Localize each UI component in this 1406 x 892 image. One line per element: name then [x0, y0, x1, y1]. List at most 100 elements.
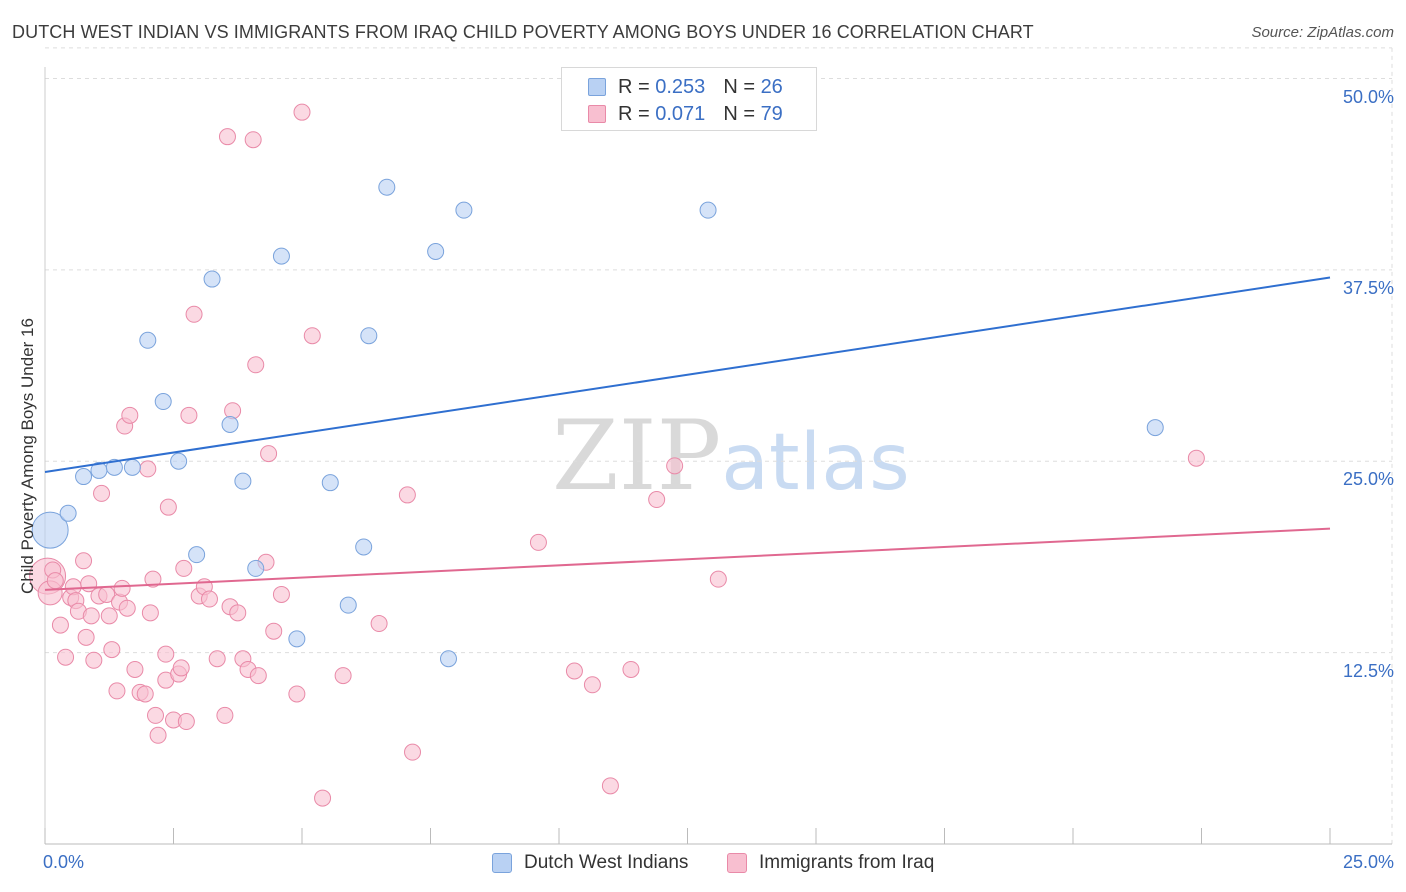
point-dutch-west-indian — [272, 247, 290, 265]
point-immigrant-from-iraq — [229, 604, 247, 622]
watermark-atlas: atlas — [721, 418, 910, 508]
y-tick-label: 50.0% — [1342, 87, 1394, 107]
point-immigrant-from-iraq — [100, 607, 118, 625]
trend-line-dutch-west-indians — [44, 276, 1331, 473]
legend-swatch-blue — [492, 853, 512, 873]
point-immigrant-from-iraq — [648, 491, 666, 509]
point-dutch-west-indian — [123, 458, 141, 476]
legend-r-label: R = — [618, 75, 650, 98]
legend-item-dutch-west-indians: Dutch West Indians — [492, 852, 688, 874]
point-dutch-west-indian — [355, 538, 373, 556]
point-dutch-west-indian — [378, 178, 396, 196]
point-immigrant-from-iraq — [208, 650, 226, 668]
legend-n-value: 26 — [760, 75, 783, 98]
point-immigrant-from-iraq — [136, 685, 154, 703]
point-immigrant-from-iraq — [141, 604, 159, 622]
point-dutch-west-indian — [427, 243, 445, 261]
point-immigrant-from-iraq — [121, 406, 139, 424]
point-immigrant-from-iraq — [93, 484, 111, 502]
legend-swatch-blue — [588, 78, 606, 96]
point-dutch-west-indian — [288, 630, 306, 648]
y-tick-label: 12.5% — [1342, 661, 1394, 681]
point-immigrant-from-iraq — [57, 648, 75, 666]
point-dutch-west-indian — [699, 201, 717, 219]
legend-swatch-pink — [588, 105, 606, 123]
legend-item-immigrants-from-iraq: Immigrants from Iraq — [727, 852, 934, 874]
point-immigrant-from-iraq — [709, 570, 727, 588]
point-dutch-west-indian — [247, 559, 265, 577]
legend-label: Immigrants from Iraq — [759, 852, 935, 873]
source-credit: Source: ZipAtlas.com — [1251, 24, 1394, 41]
point-dutch-west-indian — [360, 327, 378, 345]
gridlines — [45, 47, 1393, 844]
point-dutch-west-indian — [154, 393, 172, 411]
point-immigrant-from-iraq — [622, 660, 640, 678]
point-immigrant-from-iraq — [177, 713, 195, 731]
point-immigrant-from-iraq — [601, 777, 619, 795]
point-immigrant-from-iraq — [75, 552, 93, 570]
point-dutch-west-indian — [59, 504, 77, 522]
point-immigrant-from-iraq — [529, 533, 547, 551]
point-immigrant-from-iraq — [404, 743, 422, 761]
point-dutch-west-indian — [234, 472, 252, 490]
x-tick-label: 0.0% — [43, 852, 85, 872]
point-immigrant-from-iraq — [185, 305, 203, 323]
trend-lines — [44, 276, 1331, 591]
point-immigrant-from-iraq — [288, 685, 306, 703]
legend-row-dutch-west-indians: R = 0.253 N = 26 — [588, 76, 783, 98]
point-immigrant-from-iraq — [82, 607, 100, 625]
point-immigrant-from-iraq — [144, 570, 162, 588]
y-tick-label: 25.0% — [1342, 469, 1394, 489]
point-immigrant-from-iraq — [51, 616, 69, 634]
point-dutch-west-indian — [203, 270, 221, 288]
point-immigrant-from-iraq — [126, 660, 144, 678]
point-immigrant-from-iraq — [303, 327, 321, 345]
legend-n-label: N = — [723, 75, 755, 98]
point-immigrant-from-iraq — [108, 682, 126, 700]
point-immigrant-from-iraq — [216, 706, 234, 724]
point-immigrant-from-iraq — [1187, 449, 1205, 467]
point-immigrant-from-iraq — [398, 486, 416, 504]
point-dutch-west-indian — [221, 416, 239, 434]
point-immigrant-from-iraq — [666, 457, 684, 475]
y-axis-label: Child Poverty Among Boys Under 16 — [18, 318, 37, 594]
zipatlas-watermark: ZIPatlas — [552, 400, 910, 512]
correlation-legend: R = 0.253 N = 26 R = 0.071 N = 79 — [561, 67, 817, 131]
point-immigrant-from-iraq — [265, 622, 283, 640]
chart-title: DUTCH WEST INDIAN VS IMMIGRANTS FROM IRA… — [12, 22, 1034, 42]
point-immigrant-from-iraq — [260, 445, 278, 463]
legend-r-label: R = — [618, 102, 650, 125]
data-points — [29, 103, 1205, 807]
legend-swatch-pink — [727, 853, 747, 873]
y-tick-label: 37.5% — [1342, 278, 1394, 298]
point-immigrant-from-iraq — [180, 406, 198, 424]
point-immigrant-from-iraq — [77, 628, 95, 646]
point-immigrant-from-iraq — [370, 615, 388, 633]
point-dutch-west-indian — [139, 331, 157, 349]
point-immigrant-from-iraq — [46, 572, 64, 590]
point-dutch-west-indian — [170, 452, 188, 470]
point-dutch-west-indian — [75, 468, 93, 486]
legend-n-label: N = — [723, 102, 755, 125]
axes — [44, 67, 1392, 845]
point-dutch-west-indian — [339, 596, 357, 614]
point-dutch-west-indian — [321, 474, 339, 492]
point-immigrant-from-iraq — [247, 356, 265, 374]
point-immigrant-from-iraq — [293, 103, 311, 121]
point-immigrant-from-iraq — [103, 641, 121, 659]
point-immigrant-from-iraq — [172, 659, 190, 677]
point-dutch-west-indian — [439, 650, 457, 668]
legend-r-value: 0.071 — [655, 102, 706, 125]
point-immigrant-from-iraq — [147, 706, 165, 724]
legend-n-value: 79 — [760, 102, 783, 125]
point-immigrant-from-iraq — [139, 460, 157, 478]
point-immigrant-from-iraq — [149, 726, 167, 744]
point-immigrant-from-iraq — [565, 662, 583, 680]
point-dutch-west-indian — [455, 201, 473, 219]
point-immigrant-from-iraq — [200, 590, 218, 608]
point-immigrant-from-iraq — [85, 651, 103, 669]
point-immigrant-from-iraq — [272, 585, 290, 603]
legend-row-immigrants-from-iraq: R = 0.071 N = 79 — [588, 103, 783, 125]
point-immigrant-from-iraq — [175, 559, 193, 577]
